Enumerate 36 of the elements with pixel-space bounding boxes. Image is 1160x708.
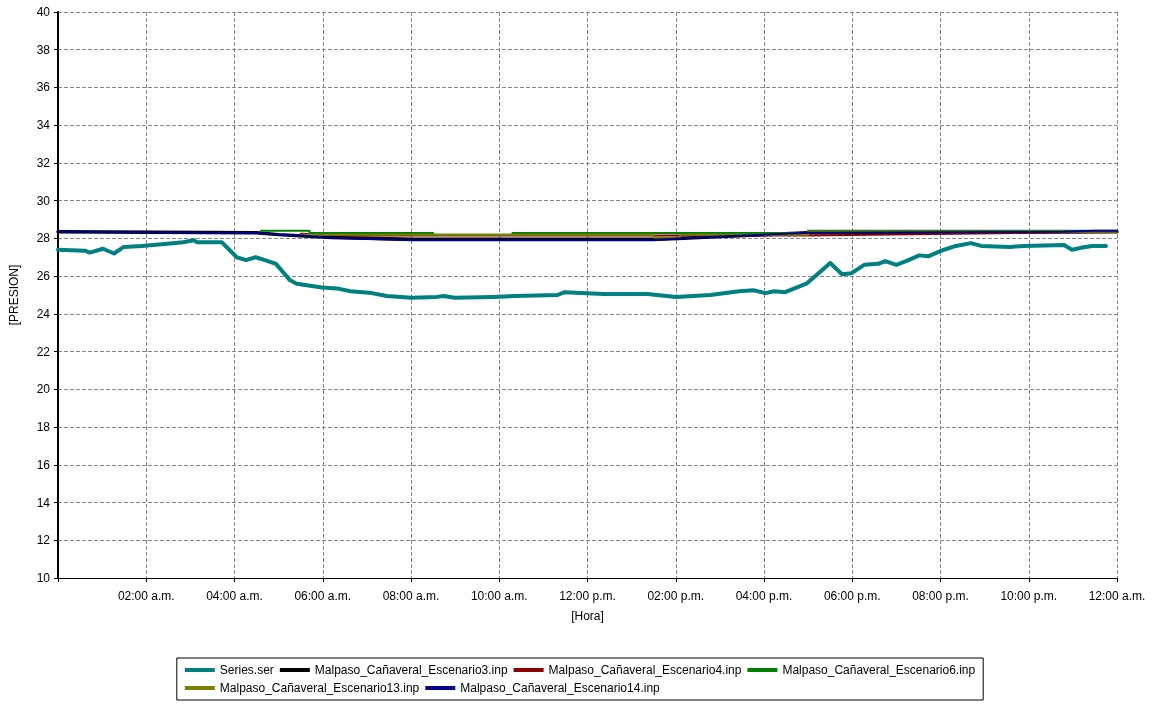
legend-label: Malpaso_Cañaveral_Escenario13.inp <box>219 681 420 695</box>
y-tick-label: 40 <box>36 5 51 19</box>
x-tick-label: 02:00 p.m. <box>647 589 705 603</box>
legend-label: Malpaso_Cañaveral_Escenario3.inp <box>314 663 508 677</box>
x-tick-label: 08:00 a.m. <box>382 589 440 603</box>
y-tick-label: 14 <box>36 495 51 510</box>
y-tick-label: 16 <box>36 457 51 472</box>
x-tick-label: 02:00 a.m. <box>117 589 175 603</box>
y-tick-label: 38 <box>36 42 51 57</box>
x-tick-label: 10:00 a.m. <box>470 589 528 603</box>
x-tick-label: 12:00 a.m. <box>1088 589 1146 603</box>
x-tick-label: 06:00 a.m. <box>294 589 352 603</box>
x-tick-label: 08:00 p.m. <box>912 589 969 603</box>
y-tick-label: 24 <box>36 306 51 321</box>
legend-label: Malpaso_Cañaveral_Escenario4.inp <box>548 663 742 677</box>
y-tick-label: 22 <box>36 344 51 359</box>
y-tick-label: 20 <box>36 382 51 397</box>
y-tick-label: 32 <box>36 155 51 170</box>
y-axis-title: [PRESION] <box>7 264 21 326</box>
y-tick-label: 18 <box>36 420 51 435</box>
y-tick-label: 26 <box>36 269 51 284</box>
x-tick-label: 04:00 a.m. <box>206 589 263 603</box>
y-tick-label: 12 <box>36 533 51 548</box>
y-tick-label: 10 <box>36 571 51 585</box>
x-tick-label: 12:00 p.m. <box>559 589 616 603</box>
x-axis-title: [Hora] <box>571 609 604 623</box>
y-tick-label: 36 <box>36 80 51 95</box>
y-tick-label: 34 <box>36 118 51 133</box>
legend-label: Series.ser <box>219 663 274 677</box>
x-tick-label: 06:00 p.m. <box>823 589 881 603</box>
y-tick-label: 30 <box>36 193 51 208</box>
legend-label: Malpaso_Cañaveral_Escenario14.inp <box>460 681 661 695</box>
legend-label: Malpaso_Cañaveral_Escenario6.inp <box>782 663 976 677</box>
x-tick-label: 04:00 p.m. <box>735 589 793 603</box>
x-tick-label: 10:00 p.m. <box>1000 589 1058 603</box>
y-tick-label: 28 <box>36 231 51 246</box>
